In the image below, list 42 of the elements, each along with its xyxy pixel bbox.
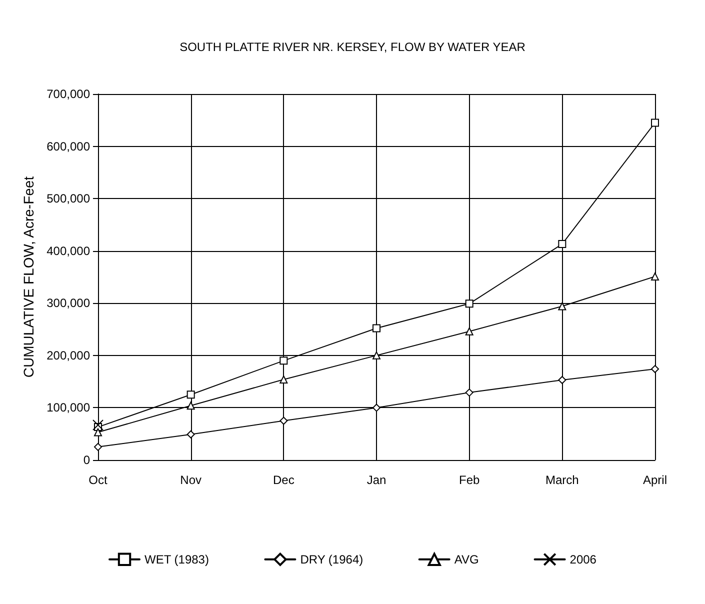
point <box>280 356 288 365</box>
x-tick-label: Nov <box>180 473 202 487</box>
point <box>465 388 474 397</box>
point <box>558 240 566 248</box>
x-tick-label: Feb <box>458 473 480 487</box>
point <box>651 272 659 280</box>
point <box>558 376 566 384</box>
legend-label: AVG <box>454 552 479 566</box>
y-tick-label: 0 <box>83 453 90 467</box>
y-tick-label: 100,000 <box>46 400 90 415</box>
y-tick-label: 300,000 <box>46 296 90 310</box>
point <box>94 442 102 451</box>
y-tick-label: 200,000 <box>46 348 90 362</box>
chart-title: SOUTH PLATTE RIVER NR. KERSEY, FLOW BY WATER YEAR <box>180 40 526 54</box>
point <box>651 118 659 127</box>
y-tick-label: 700,000 <box>46 87 90 101</box>
point <box>280 416 288 425</box>
x-tick-label: Oct <box>88 473 108 487</box>
point <box>94 428 102 436</box>
point <box>465 300 474 308</box>
point <box>372 351 380 360</box>
legend-label: WET (1983) <box>144 552 209 566</box>
point <box>186 430 195 438</box>
point <box>186 402 195 410</box>
y-axis-title: CUMULATIVE FLOW, Acre-Feet <box>20 176 37 378</box>
y-tick-label: 600,000 <box>46 139 90 154</box>
point <box>651 365 659 374</box>
point <box>372 404 380 412</box>
y-tick-label: 500,000 <box>46 192 90 206</box>
point <box>558 302 566 310</box>
x-tick-label: Dec <box>272 473 294 487</box>
x-tick-label: Jan <box>366 473 386 487</box>
legend-label: 2006 <box>570 552 597 566</box>
y-tick-label: 400,000 <box>46 244 90 258</box>
x-tick-label: April <box>642 473 668 487</box>
x-tick-label: March <box>545 473 579 487</box>
point <box>92 419 104 430</box>
point <box>186 390 195 399</box>
point <box>465 327 474 336</box>
point <box>280 375 288 384</box>
point <box>372 324 380 332</box>
legend-label: DRY (1964) <box>300 552 364 566</box>
